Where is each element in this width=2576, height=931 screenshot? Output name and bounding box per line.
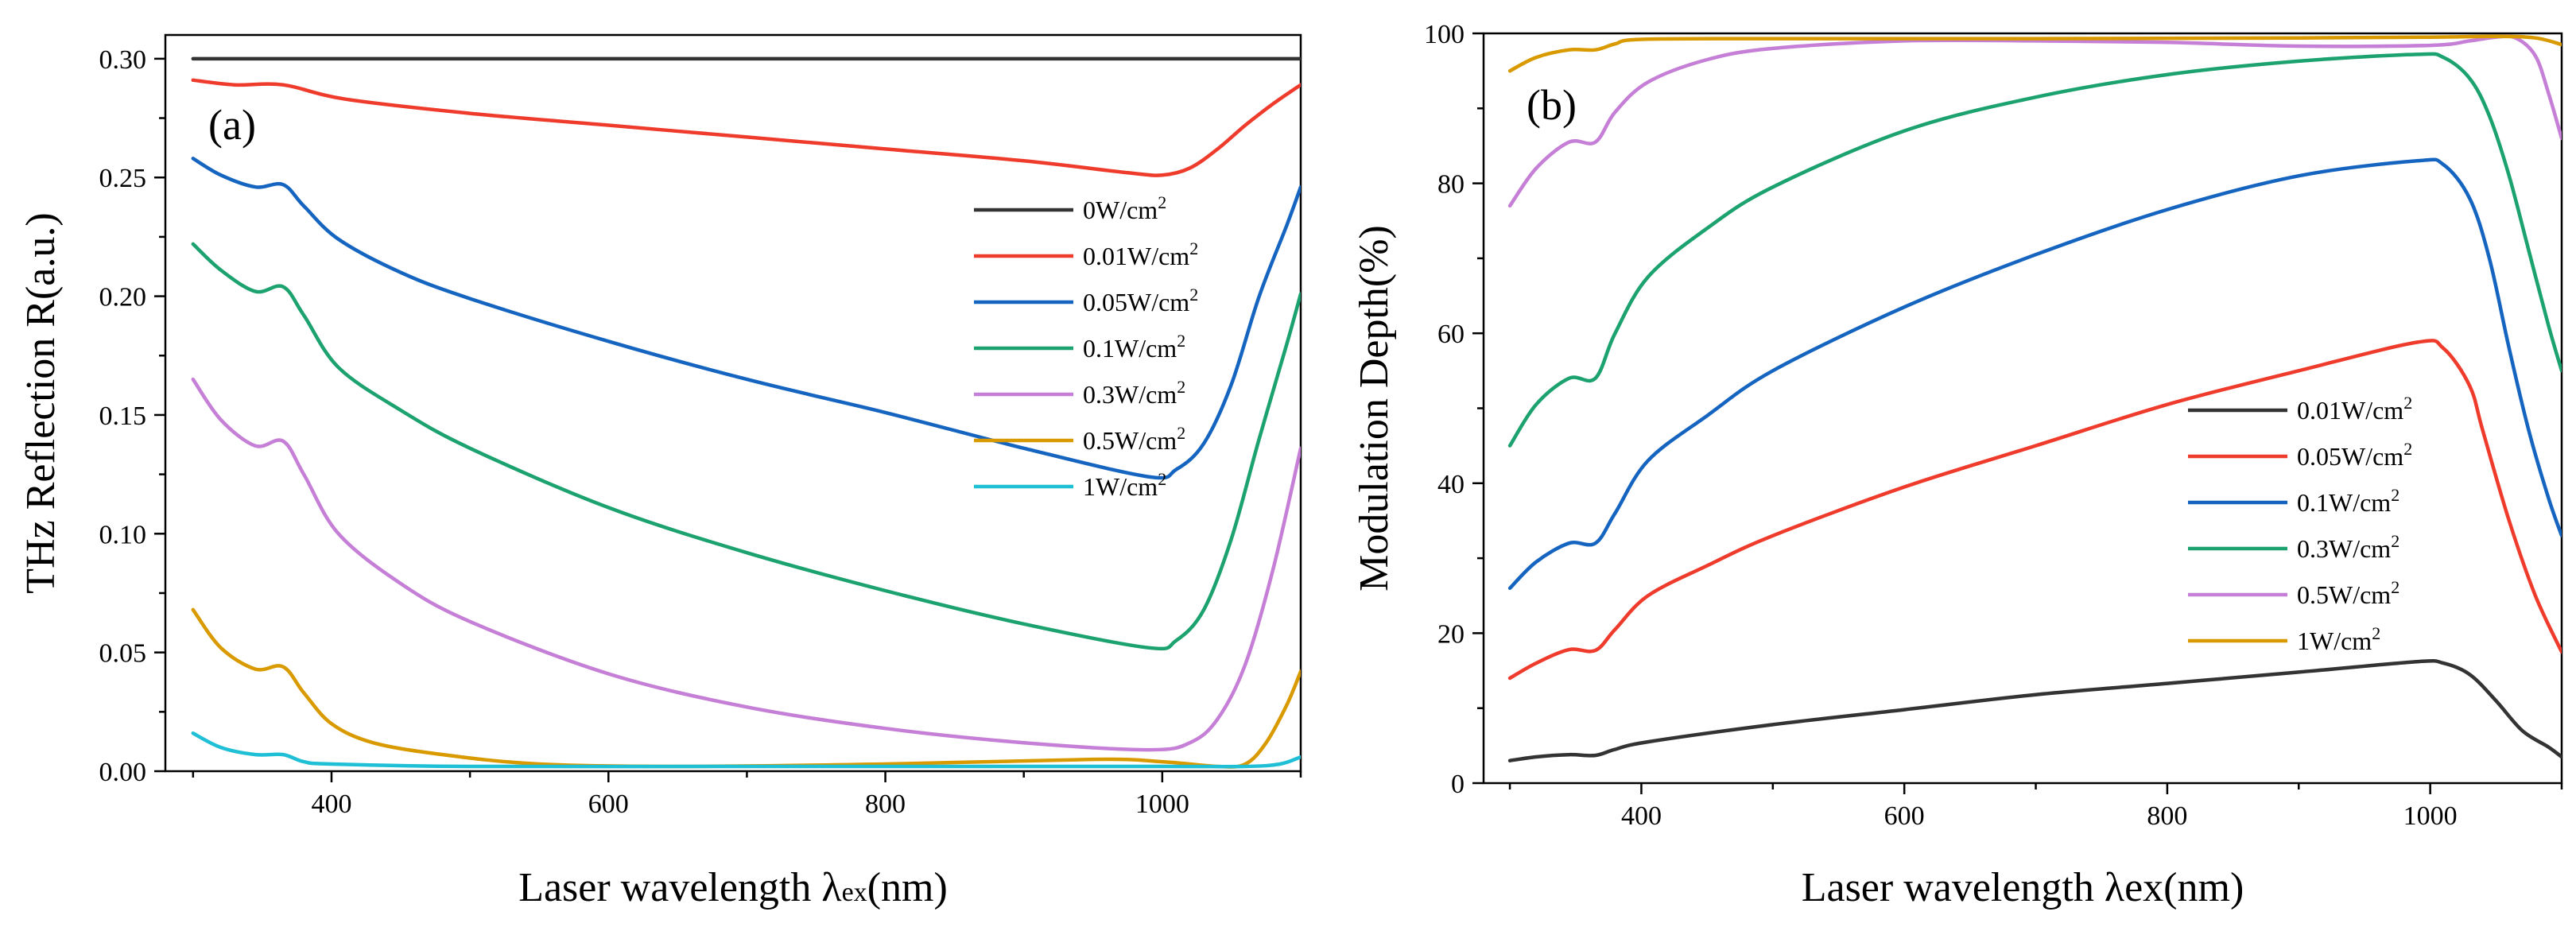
series-line-5 (1507, 34, 2562, 73)
legend-label: 0W/cm2 (1083, 192, 1166, 224)
legend-label-sup: 2 (1177, 423, 1185, 443)
x-tick-label: 400 (1621, 801, 1662, 831)
legend-label-sup: 2 (2403, 439, 2412, 459)
legend-label-sup: 2 (1189, 239, 1198, 258)
legend-label-sup: 2 (2403, 393, 2412, 413)
series-line-4 (1507, 34, 2562, 208)
series-line-6 (191, 731, 1301, 769)
x-axis-title: Laser wavelength λex(nm) (518, 865, 948, 910)
legend-label: 0.05W/cm2 (2297, 439, 2412, 471)
legend-label: 0.01W/cm2 (1083, 239, 1198, 270)
series-line-1 (1507, 339, 2562, 681)
x-axis-title-sub: ex (842, 878, 867, 907)
series-line-5 (191, 607, 1301, 769)
legend-label: 0.3W/cm2 (2297, 531, 2399, 563)
legend-label-sup: 2 (1158, 192, 1166, 212)
legend-label-sup: 2 (2391, 485, 2399, 505)
x-tick-label: 600 (1884, 801, 1925, 831)
legend-label: 0.3W/cm2 (1083, 377, 1185, 409)
series-line-3 (191, 242, 1301, 651)
legend-label-sup: 2 (2391, 577, 2399, 597)
x-tick-label: 400 (311, 789, 351, 819)
plot-frame (164, 33, 1302, 773)
x-tick-label: 1000 (1135, 789, 1189, 819)
legend-label-main: 1W/cm (1083, 472, 1158, 501)
series-line-0 (1507, 659, 2562, 762)
y-tick-label: 60 (1437, 320, 1465, 349)
y-tick-label: 0.00 (99, 758, 147, 787)
legend-label-main: 0.5W/cm (1083, 426, 1177, 455)
legend-label: 1W/cm2 (2297, 623, 2380, 655)
x-tick-label: 1000 (2403, 801, 2458, 831)
y-tick-label: 100 (1424, 20, 1465, 49)
x-axis-title: Laser wavelength λex(nm) (1802, 865, 2244, 910)
panel-label: (a) (208, 101, 256, 149)
x-tick-label: 600 (588, 789, 629, 819)
chart-panel-a: 400 600 800 1000 0.00 0.05 0.10 0.15 0.20 0.25 0.3… (18, 33, 1302, 910)
y-tick-label: 0.30 (99, 45, 147, 75)
x-tick-label: 800 (865, 789, 906, 819)
y-axis-title: Modulation Depth(%) (1352, 225, 1397, 592)
legend-label-sup: 2 (1158, 469, 1166, 489)
legend-label: 0.5W/cm2 (2297, 577, 2399, 609)
legend-label-main: 0.01W/cm (2297, 396, 2403, 425)
legend-label-main: 0.5W/cm (2297, 580, 2391, 609)
y-tick-label: 0.25 (99, 164, 147, 193)
series-line-1 (191, 78, 1301, 177)
legend-label: 0.01W/cm2 (2297, 393, 2412, 425)
legend-label-sup: 2 (1189, 285, 1198, 305)
legend-label-main: 0.3W/cm (2297, 534, 2391, 563)
y-tick-label: 80 (1437, 170, 1465, 200)
chart-panel-b: 400 600 800 1000 0 20 40 60 80 100 Modulation Dept… (1352, 20, 2563, 910)
legend-label-sup: 2 (1177, 377, 1185, 397)
legend-label-main: 1W/cm (2297, 626, 2372, 655)
legend-label-main: 0W/cm (1083, 196, 1158, 224)
series-line-4 (191, 377, 1301, 752)
legend-label-sup: 2 (1177, 331, 1185, 351)
legend-label-sup: 2 (2372, 623, 2380, 643)
legend-label: 0.1W/cm2 (2297, 485, 2399, 517)
y-tick-label: 0.05 (99, 639, 147, 669)
legend-label-main: 0.01W/cm (1083, 242, 1189, 270)
y-axis-title: THz Reflection R(a.u.) (18, 212, 64, 593)
legend-label: 1W/cm2 (1083, 469, 1166, 501)
x-axis-title-end: (nm) (867, 865, 948, 910)
legend-label-sup: 2 (2391, 531, 2399, 551)
panel-label: (b) (1527, 81, 1577, 129)
legend-label-main: 0.05W/cm (1083, 288, 1189, 316)
legend-label-main: 0.3W/cm (1083, 380, 1177, 409)
x-axis-title-main: Laser wavelength λ (518, 865, 841, 910)
x-tick-label: 800 (2147, 801, 2187, 831)
y-tick-label: 0.15 (99, 401, 147, 431)
legend-label: 0.05W/cm2 (1083, 285, 1198, 316)
series-line-3 (1507, 52, 2562, 448)
legend-label: 0.5W/cm2 (1083, 423, 1185, 455)
y-tick-label: 0 (1451, 770, 1465, 799)
y-tick-label: 0.10 (99, 520, 147, 549)
series-line-2 (191, 157, 1301, 480)
legend-label-main: 0.1W/cm (1083, 334, 1177, 363)
legend-label-main: 0.05W/cm (2297, 442, 2403, 471)
y-tick-label: 0.20 (99, 283, 147, 312)
legend-label: 0.1W/cm2 (1083, 331, 1185, 363)
legend-label-main: 0.1W/cm (2297, 488, 2391, 517)
y-tick-label: 20 (1437, 619, 1465, 649)
series-line-2 (1507, 157, 2562, 591)
y-tick-label: 40 (1437, 470, 1465, 499)
